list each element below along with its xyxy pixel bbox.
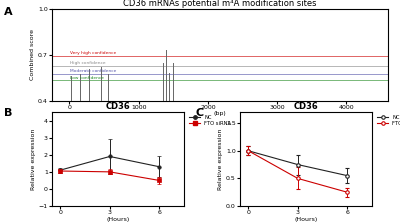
X-axis label: (Hours): (Hours) (294, 217, 318, 222)
Text: A: A (4, 7, 13, 17)
X-axis label: (Hours): (Hours) (106, 217, 130, 222)
Title: CD36: CD36 (294, 102, 318, 111)
Y-axis label: Relative expression: Relative expression (31, 128, 36, 190)
Text: Moderate confidence: Moderate confidence (70, 69, 116, 73)
Y-axis label: Relative expression: Relative expression (218, 128, 223, 190)
X-axis label: (bp): (bp) (214, 111, 226, 116)
Title: CD36 mRNAs potential m⁴A modification sites: CD36 mRNAs potential m⁴A modification si… (123, 0, 317, 8)
Y-axis label: Combined score: Combined score (30, 29, 35, 80)
Text: Low confidence: Low confidence (70, 75, 104, 80)
Legend: NC, FTO siRNA: NC, FTO siRNA (189, 115, 231, 126)
Legend: NC+PA, FTO siRNA+PA: NC+PA, FTO siRNA+PA (377, 115, 400, 126)
Text: B: B (4, 108, 12, 118)
Text: Very high confidence: Very high confidence (70, 51, 116, 55)
Title: CD36: CD36 (106, 102, 130, 111)
Text: High confidence: High confidence (70, 61, 105, 65)
Text: C: C (196, 108, 204, 118)
